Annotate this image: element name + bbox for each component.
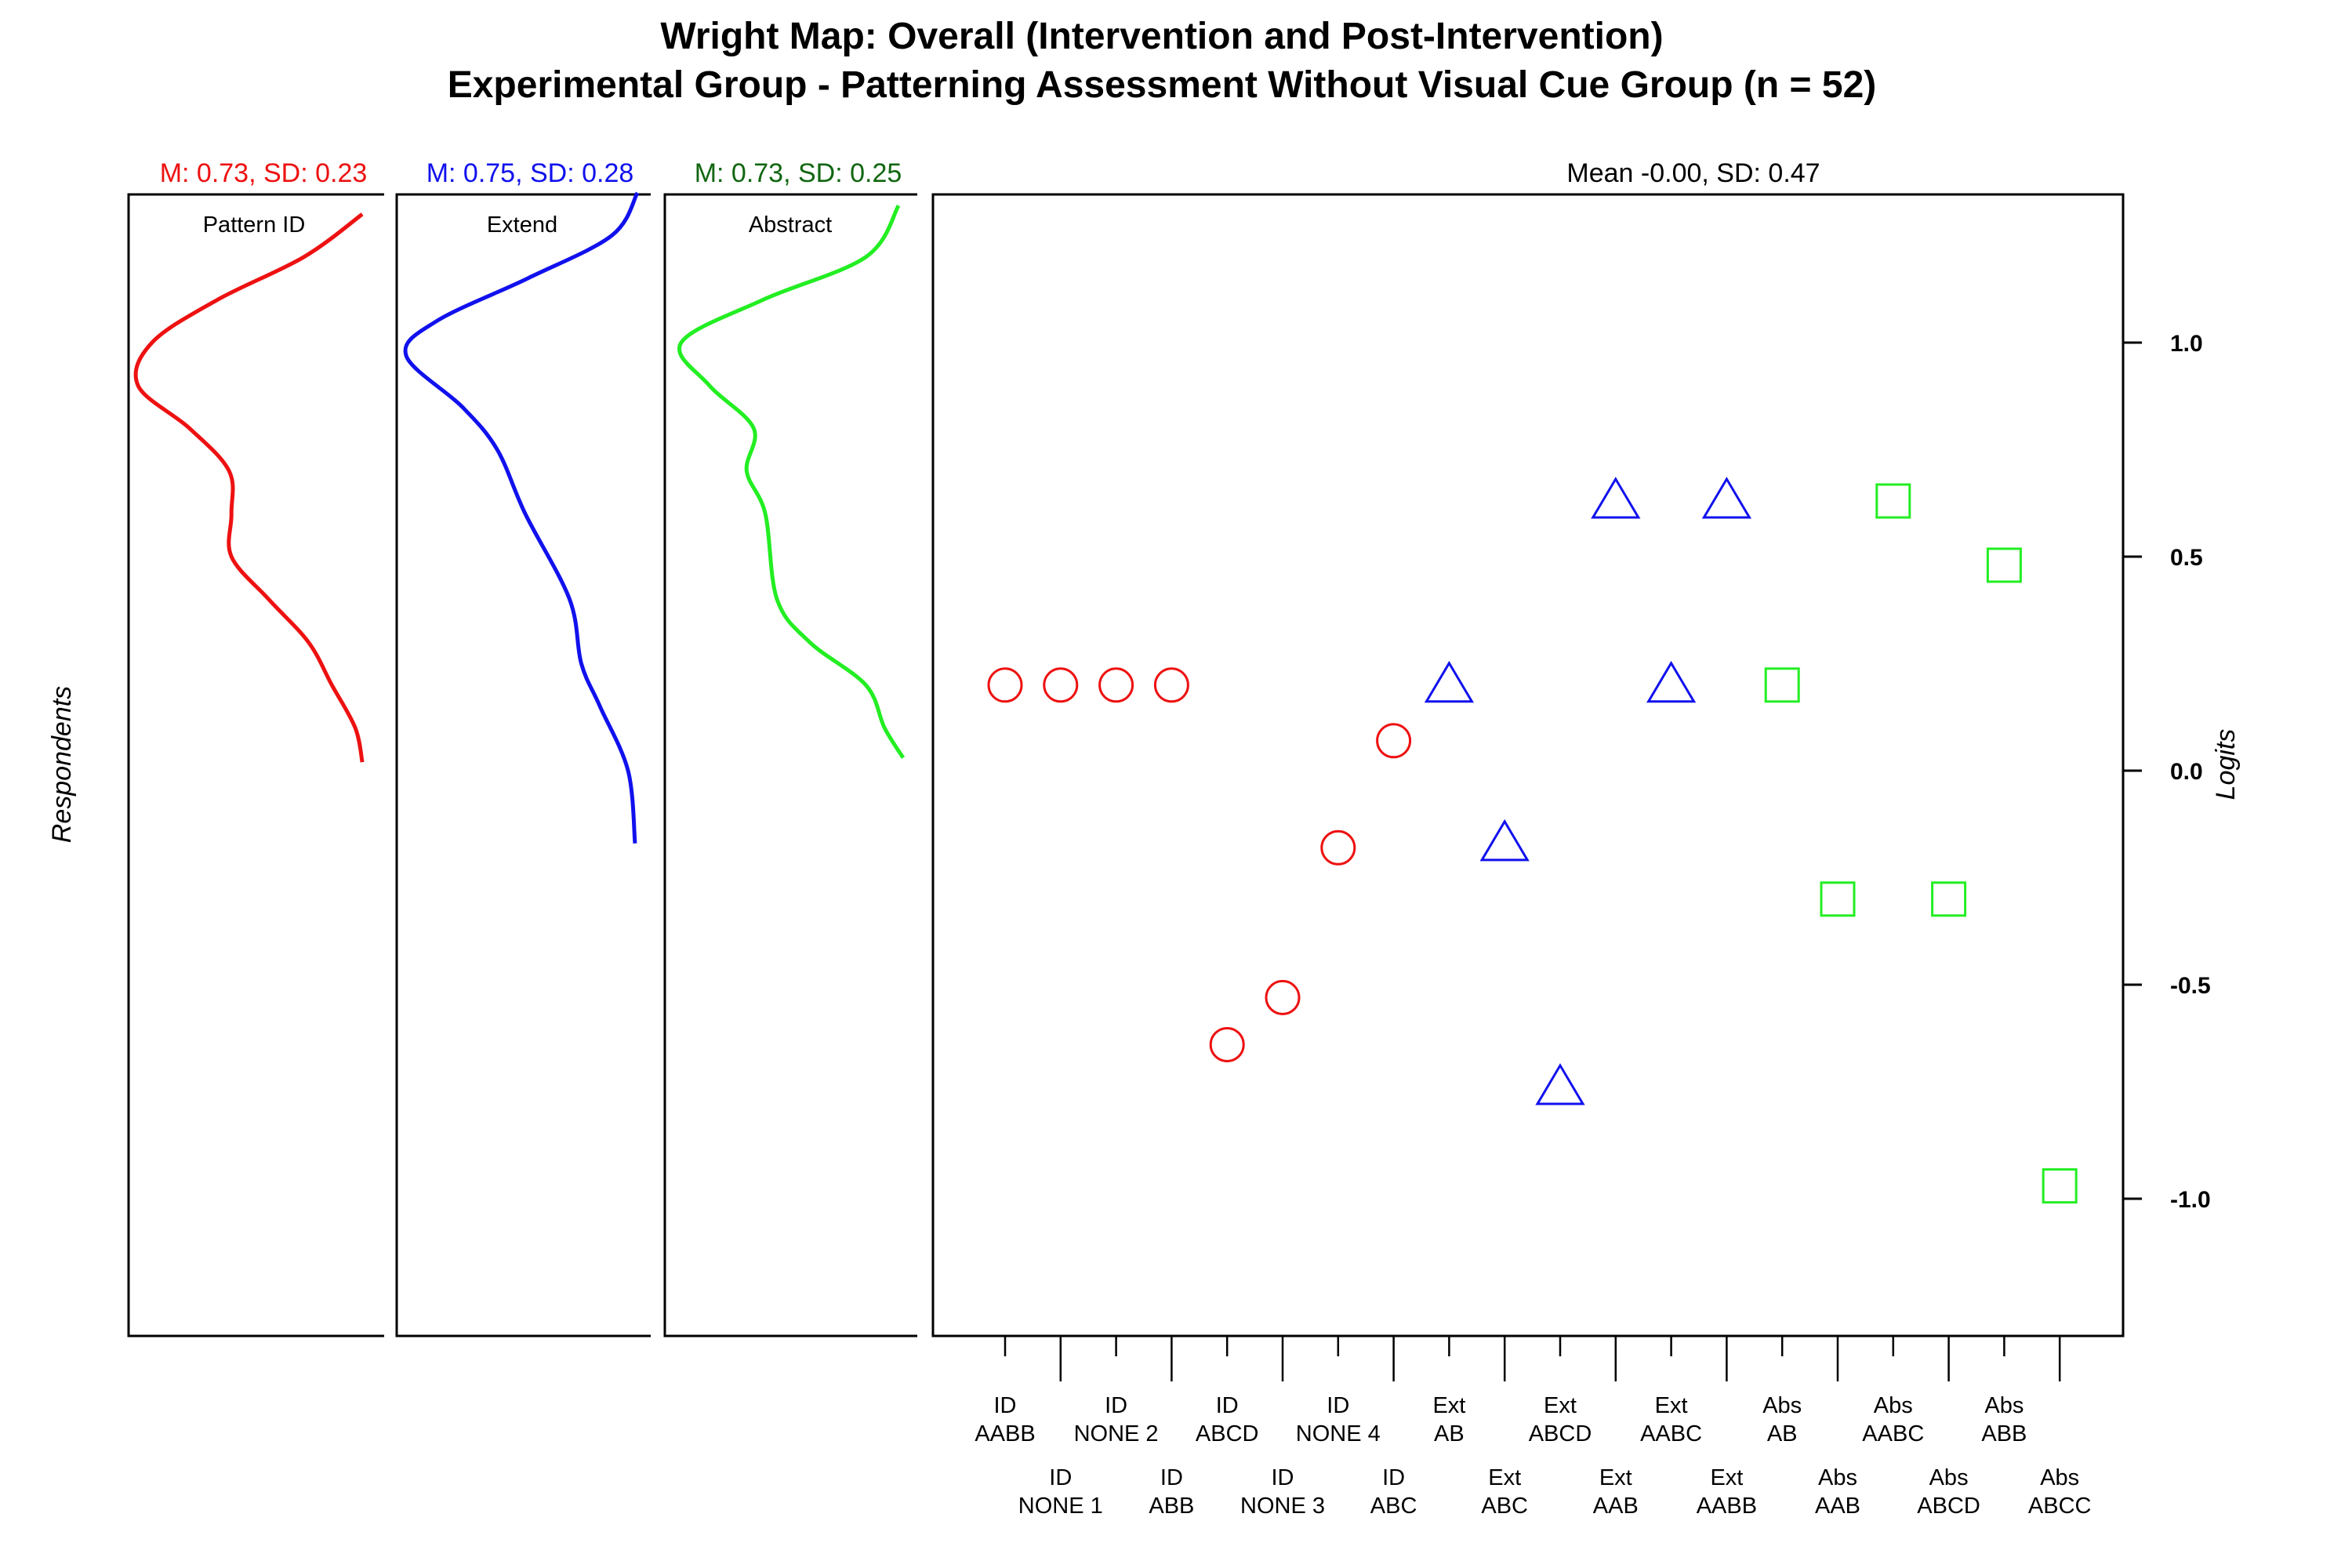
item-markers: [987, 477, 2078, 1204]
pattern-id-panel-label: Pattern ID: [203, 212, 306, 238]
item-label-line2: ABC: [1481, 1494, 1528, 1519]
abstract-item-marker: [1875, 483, 1911, 519]
pattern-id-item-marker: [1098, 667, 1134, 703]
y-tick-label: -0.5: [2170, 973, 2211, 999]
item-label-line2: ABC: [1370, 1494, 1417, 1519]
item-label-line2: NONE 4: [1296, 1421, 1381, 1446]
pattern-id-item-marker: [1376, 723, 1412, 759]
pattern-id-panel-frame: [127, 193, 384, 1338]
item-label-line2: NONE 2: [1074, 1421, 1159, 1446]
y-tick-label: 1.0: [2170, 331, 2203, 357]
extend-panel-label: Extend: [487, 212, 557, 238]
item-label-line2: AB: [1434, 1421, 1465, 1446]
item-label-line1: ID: [1216, 1393, 1239, 1418]
y-tick-label: 0.0: [2170, 759, 2203, 785]
abstract-stat: M: 0.73, SD: 0.25: [695, 158, 902, 188]
chart-subtitle: Experimental Group - Patterning Assessme…: [448, 64, 1877, 106]
item-label-line2: AABC: [1862, 1421, 1924, 1446]
item-label-line2: AABC: [1640, 1421, 1702, 1446]
overall-mean-stat: Mean -0.00, SD: 0.47: [1566, 158, 1820, 188]
item-label-line1: ID: [994, 1393, 1017, 1418]
pattern-id-item-marker: [1043, 667, 1079, 703]
density-curve: [677, 204, 906, 759]
item-label-line1: Abs: [1874, 1393, 1913, 1418]
item-label-line2: NONE 1: [1018, 1494, 1103, 1519]
item-label-line2: AABB: [1697, 1494, 1757, 1519]
item-label-line2: ABB: [1981, 1421, 2027, 1446]
abstract-item-marker: [1820, 881, 1856, 917]
item-label-line2: ABCD: [1917, 1494, 1980, 1519]
y-axis: 1.0 0.5 0.0 -0.5 -1.0: [2123, 331, 2211, 1213]
extend-item-marker: [1479, 818, 1530, 862]
y-tick-label: 0.5: [2170, 545, 2203, 571]
density-curves: [133, 191, 906, 844]
y-tick-label: -1.0: [2170, 1187, 2211, 1213]
extend-item-marker: [1424, 660, 1475, 703]
pattern-id-item-marker: [1320, 829, 1356, 866]
item-label-line1: ID: [1105, 1393, 1127, 1418]
abstract-item-marker: [1764, 667, 1800, 703]
density-curve: [133, 212, 365, 763]
item-label-line1: Abs: [1984, 1393, 2024, 1418]
item-label-line2: AABB: [975, 1421, 1035, 1446]
pattern-id-item-marker: [987, 667, 1023, 703]
extend-item-marker: [1591, 477, 1641, 519]
abstract-item-marker: [1931, 881, 1967, 917]
item-label-line1: Ext: [1488, 1465, 1521, 1490]
abstract-panel-label: Abstract: [749, 212, 832, 238]
item-label-line1: Abs: [2040, 1465, 2079, 1490]
item-label-line1: Ext: [1655, 1393, 1688, 1418]
extend-panel-frame: [395, 193, 651, 1338]
item-label-line1: Ext: [1432, 1393, 1465, 1418]
item-label-line1: ID: [1272, 1465, 1294, 1490]
pattern-id-item-marker: [1209, 1026, 1245, 1062]
item-label-line1: Abs: [1818, 1465, 1857, 1490]
item-plot-frame: [931, 193, 2125, 1338]
pattern-id-item-marker: [1265, 979, 1301, 1015]
item-label-line1: Ext: [1710, 1465, 1743, 1490]
item-label-line1: Ext: [1599, 1465, 1632, 1490]
extend-item-marker: [1646, 660, 1697, 703]
abstract-item-marker: [2042, 1168, 2078, 1204]
item-label-line2: AAB: [1593, 1494, 1639, 1519]
y-axis-label: Logits: [2211, 729, 2241, 800]
pattern-id-stat: M: 0.73, SD: 0.23: [160, 158, 368, 188]
item-label-line2: ABCD: [1529, 1421, 1592, 1446]
abstract-panel-frame: [663, 193, 917, 1338]
density-curve: [403, 191, 640, 844]
item-label-line1: Ext: [1544, 1393, 1577, 1418]
item-label-line1: ID: [1049, 1465, 1072, 1490]
item-label-line2: ABCD: [1196, 1421, 1259, 1446]
item-label-line1: ID: [1327, 1393, 1349, 1418]
item-label-line2: AAB: [1815, 1494, 1860, 1519]
item-label-line2: ABB: [1149, 1494, 1194, 1519]
item-label-line1: ID: [1160, 1465, 1183, 1490]
item-label-line2: AB: [1767, 1421, 1798, 1446]
extend-item-marker: [1535, 1063, 1585, 1105]
item-label-line1: Abs: [1929, 1465, 1969, 1490]
pattern-id-item-marker: [1153, 667, 1189, 703]
chart-title: Wright Map: Overall (Intervention and Po…: [660, 16, 1663, 57]
item-label-line1: Abs: [1762, 1393, 1802, 1418]
extend-item-marker: [1701, 477, 1752, 519]
item-label-line2: NONE 3: [1240, 1494, 1325, 1519]
extend-stat: M: 0.75, SD: 0.28: [426, 158, 634, 188]
item-label-line1: ID: [1382, 1465, 1405, 1490]
abstract-item-marker: [1986, 547, 2022, 583]
respondents-label: Respondents: [47, 686, 77, 843]
item-label-line2: ABCC: [2028, 1494, 2092, 1519]
